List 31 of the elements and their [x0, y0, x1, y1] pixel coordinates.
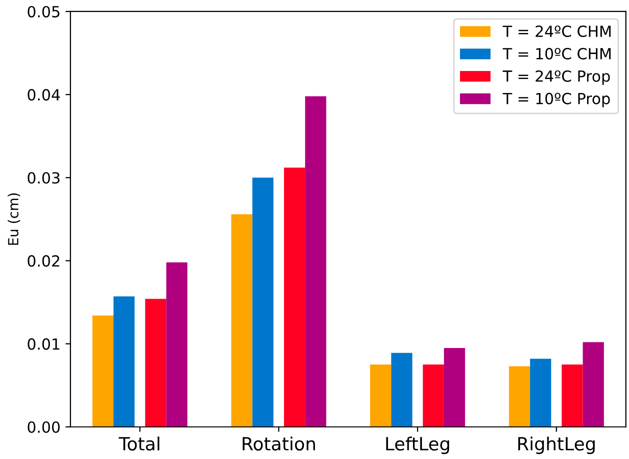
legend-label: T = 24ºC CHM	[502, 25, 611, 38]
bar	[252, 178, 274, 427]
legend-label: T = 24ºC Prop	[502, 70, 610, 85]
x-tick-label: RightLeg	[518, 436, 595, 454]
y-tick-label: 0.00	[28, 421, 60, 433]
bar	[530, 358, 552, 427]
legend-label: T = 10ºC CHM	[502, 48, 611, 60]
bar	[370, 364, 392, 427]
bar	[508, 366, 530, 427]
bar	[422, 364, 444, 427]
bar	[166, 262, 188, 427]
y-tick-label: 0.01	[28, 338, 60, 350]
y-tick-label: 0.03	[28, 172, 60, 184]
bar	[231, 214, 252, 427]
bar	[444, 348, 466, 427]
x-tick-label: Rotation	[242, 436, 315, 451]
bar	[145, 298, 166, 427]
bar	[582, 342, 604, 427]
y-tick-label: 0.02	[28, 255, 60, 267]
legend-label: T = 10ºC Prop	[502, 92, 610, 108]
y-tick-label: 0.04	[28, 89, 60, 101]
y-axis-title: Eu (cm)	[8, 193, 20, 245]
y-tick-label: 0.05	[28, 6, 60, 18]
bar	[92, 316, 114, 427]
bar	[391, 352, 412, 427]
bar	[284, 168, 306, 427]
bar	[562, 364, 583, 427]
bar	[113, 296, 135, 427]
x-tick-label: Total	[118, 436, 160, 451]
x-tick-label: LeftLeg	[386, 436, 450, 454]
bar	[305, 96, 326, 427]
